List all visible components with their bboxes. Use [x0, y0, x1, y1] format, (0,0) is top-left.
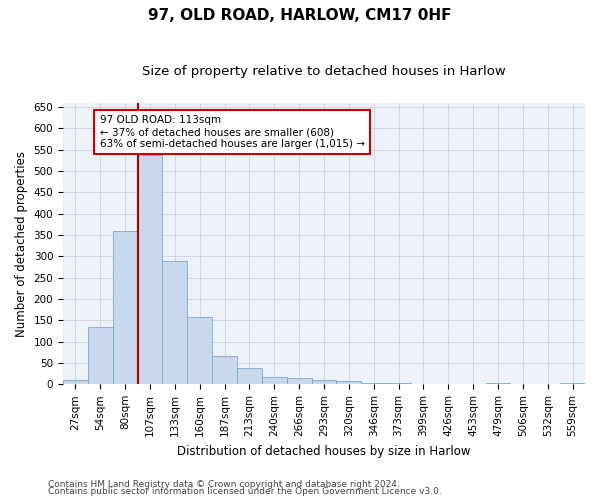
Bar: [187, 318, 212, 384]
Bar: [212, 356, 237, 384]
Text: 97, OLD ROAD, HARLOW, CM17 0HF: 97, OLD ROAD, HARLOW, CM17 0HF: [148, 8, 452, 22]
X-axis label: Distribution of detached houses by size in Harlow: Distribution of detached houses by size …: [177, 444, 471, 458]
Bar: [311, 380, 337, 384]
Bar: [137, 155, 163, 384]
Bar: [63, 380, 88, 384]
Bar: [262, 376, 287, 384]
Bar: [560, 383, 585, 384]
Bar: [163, 260, 187, 384]
Bar: [287, 378, 311, 384]
Title: Size of property relative to detached houses in Harlow: Size of property relative to detached ho…: [142, 65, 506, 78]
Text: 97 OLD ROAD: 113sqm
← 37% of detached houses are smaller (608)
63% of semi-detac: 97 OLD ROAD: 113sqm ← 37% of detached ho…: [100, 116, 365, 148]
Bar: [337, 381, 361, 384]
Text: Contains HM Land Registry data © Crown copyright and database right 2024.: Contains HM Land Registry data © Crown c…: [48, 480, 400, 489]
Bar: [361, 382, 386, 384]
Y-axis label: Number of detached properties: Number of detached properties: [15, 150, 28, 336]
Bar: [237, 368, 262, 384]
Bar: [88, 326, 113, 384]
Text: Contains public sector information licensed under the Open Government Licence v3: Contains public sector information licen…: [48, 488, 442, 496]
Bar: [113, 231, 137, 384]
Bar: [485, 383, 511, 384]
